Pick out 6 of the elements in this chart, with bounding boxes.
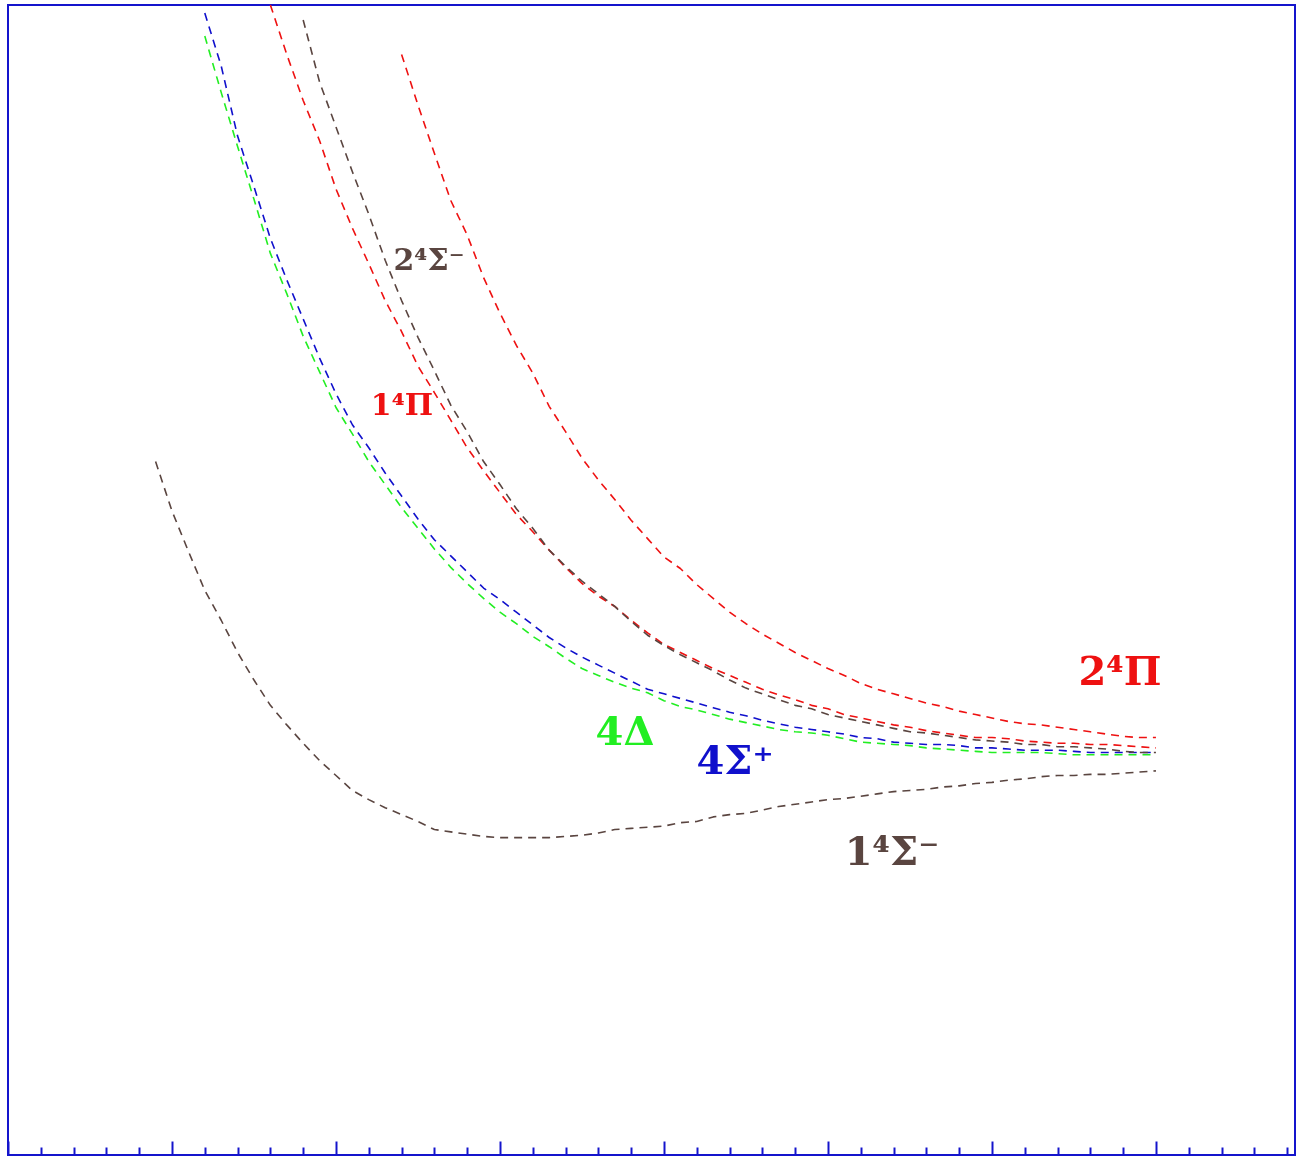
series-label: 4Σ⁺	[696, 736, 774, 783]
series-label: 2⁴Σ⁻	[393, 242, 465, 277]
series-label: 4Δ	[595, 707, 655, 754]
series-label: 1⁴Σ⁻	[844, 827, 940, 874]
series-label: 2⁴Π	[1078, 647, 1162, 694]
series-label: 1⁴Π	[370, 387, 434, 422]
